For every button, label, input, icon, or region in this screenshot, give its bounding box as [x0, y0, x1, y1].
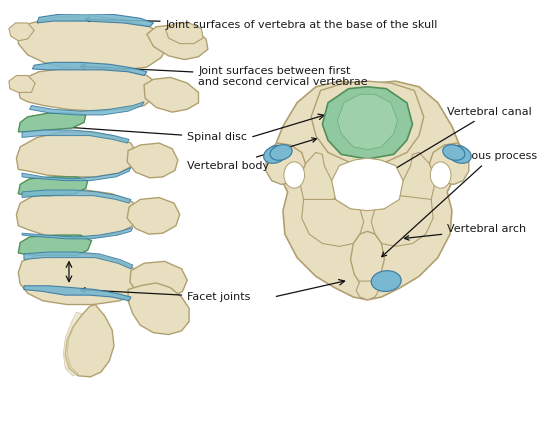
Ellipse shape — [371, 271, 401, 291]
Polygon shape — [147, 25, 208, 60]
Polygon shape — [22, 190, 131, 203]
Text: Joint surfaces between first
and second cervical vertebrae: Joint surfaces between first and second … — [81, 65, 368, 87]
Ellipse shape — [448, 145, 471, 164]
Polygon shape — [24, 252, 133, 269]
Polygon shape — [399, 152, 435, 209]
Polygon shape — [22, 130, 129, 143]
Polygon shape — [300, 152, 336, 209]
Polygon shape — [18, 15, 168, 70]
Polygon shape — [356, 281, 379, 300]
Polygon shape — [9, 76, 35, 92]
Ellipse shape — [284, 162, 305, 188]
Polygon shape — [63, 312, 82, 376]
Polygon shape — [18, 68, 159, 111]
Text: Vertebral body: Vertebral body — [187, 138, 316, 171]
Text: Joint surfaces of vertebra at the base of the skull: Joint surfaces of vertebra at the base o… — [85, 17, 438, 30]
Polygon shape — [9, 23, 34, 41]
Polygon shape — [16, 190, 138, 237]
Ellipse shape — [443, 145, 465, 160]
Polygon shape — [332, 158, 403, 211]
Text: Spinous process: Spinous process — [382, 151, 537, 257]
Polygon shape — [32, 62, 147, 76]
Ellipse shape — [263, 145, 287, 164]
Text: Vertebral canal: Vertebral canal — [376, 107, 532, 180]
Polygon shape — [322, 87, 412, 159]
Polygon shape — [130, 261, 187, 300]
Polygon shape — [127, 198, 180, 234]
Polygon shape — [30, 102, 144, 115]
Polygon shape — [37, 14, 153, 27]
Polygon shape — [65, 305, 114, 377]
Polygon shape — [350, 231, 384, 286]
Polygon shape — [16, 132, 138, 177]
Text: Facet joints: Facet joints — [81, 288, 251, 302]
Polygon shape — [266, 143, 305, 184]
Polygon shape — [144, 77, 199, 112]
Ellipse shape — [270, 145, 292, 160]
Polygon shape — [166, 23, 203, 44]
Polygon shape — [302, 199, 364, 246]
Polygon shape — [430, 143, 469, 184]
Polygon shape — [273, 81, 461, 300]
Polygon shape — [22, 228, 133, 239]
Polygon shape — [311, 81, 424, 164]
Polygon shape — [22, 168, 131, 181]
Polygon shape — [371, 196, 433, 246]
Polygon shape — [18, 235, 91, 256]
Polygon shape — [24, 286, 131, 301]
Polygon shape — [127, 143, 178, 178]
Polygon shape — [128, 283, 189, 335]
Polygon shape — [18, 252, 140, 305]
Text: Spinal disc: Spinal disc — [56, 125, 248, 142]
Ellipse shape — [430, 162, 451, 188]
Text: Vertebral arch: Vertebral arch — [404, 225, 526, 240]
Polygon shape — [337, 94, 398, 150]
Polygon shape — [18, 177, 88, 196]
Polygon shape — [18, 113, 86, 132]
